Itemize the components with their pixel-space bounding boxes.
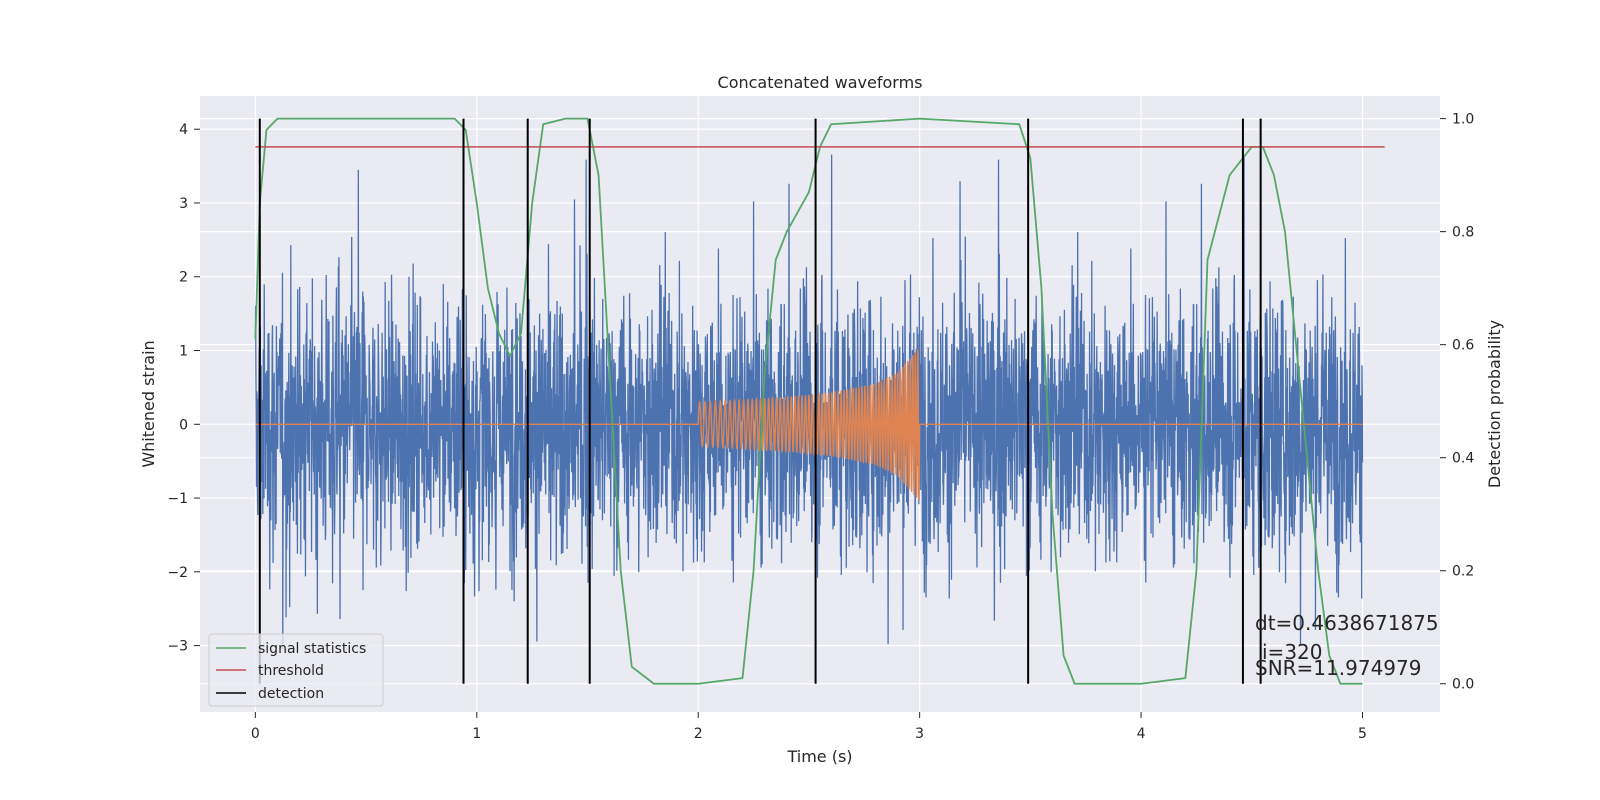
injection-line <box>255 349 1363 501</box>
y-left-tick-label: −2 <box>167 565 188 581</box>
y-left-tick-label: 3 <box>179 196 188 212</box>
y-left-tick-label: −3 <box>167 639 188 655</box>
x-tick-label: 3 <box>915 726 924 742</box>
y-axis-label-left: Whitened strain <box>139 340 158 467</box>
annotation-dt: dt=0.4638671875 <box>1255 611 1439 635</box>
x-axis-label: Time (s) <box>786 747 852 766</box>
legend-label-detection: detection <box>258 686 324 702</box>
chart-title: Concatenated waveforms <box>718 73 923 92</box>
strain-line <box>254 154 1364 650</box>
y-left-tick-label: 0 <box>179 417 188 433</box>
legend-box <box>208 633 384 707</box>
x-ticks: 0 1 2 3 4 5 <box>251 712 1367 742</box>
x-tick-label: 2 <box>694 726 703 742</box>
annotation-snr: SNR=11.974979 <box>1255 656 1421 680</box>
y-right-tick-label: 0.0 <box>1452 677 1474 693</box>
y-right-tick-label: 0.2 <box>1452 564 1474 580</box>
injection-series <box>255 349 1363 501</box>
x-tick-label: 4 <box>1137 726 1146 742</box>
y-axis-label-right: Detection probability <box>1485 320 1504 488</box>
strain-series <box>254 154 1364 650</box>
x-tick-label: 5 <box>1358 726 1367 742</box>
legend-label-threshold: threshold <box>258 663 324 679</box>
detection-series <box>258 118 1262 684</box>
x-tick-label: 1 <box>472 726 481 742</box>
legend: signal statistics threshold detection <box>208 633 384 707</box>
y-left-tick-label: 2 <box>179 270 188 286</box>
annotation-block: dt=0.4638671875 i=320 SNR=11.974979 <box>1255 611 1439 680</box>
legend-label-signal-statistics: signal statistics <box>258 641 366 657</box>
annotation-i: i=320 <box>1262 640 1323 664</box>
y-right-tick-label: 1.0 <box>1452 112 1474 128</box>
y-left-tick-label: 1 <box>179 344 188 360</box>
y-right-ticks: 0.0 0.2 0.4 0.6 0.8 1.0 <box>1440 112 1474 693</box>
y-right-tick-label: 0.8 <box>1452 225 1474 241</box>
y-right-tick-label: 0.4 <box>1452 451 1474 467</box>
x-tick-label: 0 <box>251 726 260 742</box>
y-left-tick-label: −1 <box>167 491 188 507</box>
y-left-tick-label: 4 <box>179 122 188 138</box>
y-right-tick-label: 0.6 <box>1452 338 1474 354</box>
y-left-ticks: −3 −2 −1 0 1 2 3 4 <box>167 122 200 655</box>
